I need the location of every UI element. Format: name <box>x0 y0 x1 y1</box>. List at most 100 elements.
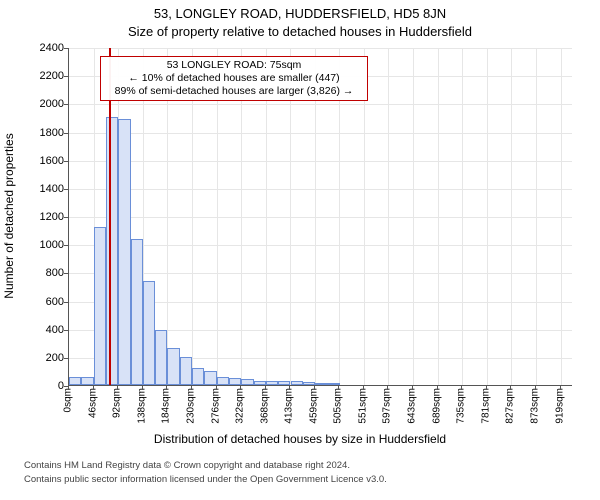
histogram-bar <box>167 348 179 385</box>
x-tick-mark <box>387 386 388 390</box>
gridline-h <box>69 273 572 274</box>
histogram-bar <box>229 378 241 385</box>
x-tick-mark <box>117 386 118 390</box>
gridline-h <box>69 161 572 162</box>
y-tick-mark <box>64 273 68 274</box>
y-tick-mark <box>64 358 68 359</box>
histogram-bar <box>94 227 106 385</box>
x-tick-label: 597sqm <box>382 388 393 424</box>
histogram-bar <box>106 117 118 385</box>
y-tick-label: 2000 <box>24 98 64 110</box>
gridline-v <box>388 48 389 385</box>
x-tick-label: 46sqm <box>87 388 98 418</box>
x-tick-label: 322sqm <box>235 388 246 424</box>
histogram-bar <box>143 281 155 385</box>
y-tick-mark <box>64 161 68 162</box>
y-tick-label: 600 <box>24 296 64 308</box>
x-axis-label: Distribution of detached houses by size … <box>0 432 600 446</box>
y-tick-label: 1000 <box>24 239 64 251</box>
y-tick-mark <box>64 133 68 134</box>
y-tick-label: 800 <box>24 267 64 279</box>
gridline-v <box>413 48 414 385</box>
gridline-v <box>561 48 562 385</box>
histogram-bar <box>155 330 167 385</box>
y-axis-label: Number of detached properties <box>2 133 16 298</box>
annotation-line2: ← 10% of detached houses are smaller (44… <box>107 72 361 85</box>
x-tick-mark <box>338 386 339 390</box>
histogram-bar <box>291 381 303 385</box>
y-tick-mark <box>64 48 68 49</box>
title-address: 53, LONGLEY ROAD, HUDDERSFIELD, HD5 8JN <box>0 6 600 21</box>
y-tick-mark <box>64 104 68 105</box>
x-tick-label: 230sqm <box>186 388 197 424</box>
x-tick-mark <box>486 386 487 390</box>
footer-line2: Contains public sector information licen… <box>24 474 387 485</box>
y-tick-label: 400 <box>24 324 64 336</box>
gridline-h <box>69 48 572 49</box>
histogram-bar <box>192 368 204 385</box>
histogram-bar <box>278 381 290 385</box>
x-tick-mark <box>68 386 69 390</box>
y-tick-mark <box>64 217 68 218</box>
x-tick-label: 643sqm <box>407 388 418 424</box>
x-tick-mark <box>93 386 94 390</box>
x-tick-label: 276sqm <box>210 388 221 424</box>
x-tick-mark <box>560 386 561 390</box>
annotation-box: 53 LONGLEY ROAD: 75sqm ← 10% of detached… <box>100 56 368 101</box>
histogram-bar <box>241 379 253 385</box>
x-tick-mark <box>265 386 266 390</box>
x-tick-label: 689sqm <box>431 388 442 424</box>
x-tick-label: 827sqm <box>505 388 516 424</box>
x-tick-mark <box>437 386 438 390</box>
gridline-v <box>487 48 488 385</box>
histogram-bar <box>217 377 229 385</box>
x-tick-label: 919sqm <box>554 388 565 424</box>
x-tick-label: 138sqm <box>136 388 147 424</box>
y-tick-label: 1400 <box>24 183 64 195</box>
y-tick-label: 2200 <box>24 70 64 82</box>
x-tick-mark <box>240 386 241 390</box>
gridline-v <box>438 48 439 385</box>
y-tick-mark <box>64 189 68 190</box>
x-tick-mark <box>191 386 192 390</box>
x-tick-label: 781sqm <box>480 388 491 424</box>
footer-line1: Contains HM Land Registry data © Crown c… <box>24 460 350 471</box>
gridline-v <box>536 48 537 385</box>
x-tick-mark <box>412 386 413 390</box>
annotation-line1: 53 LONGLEY ROAD: 75sqm <box>107 59 361 72</box>
x-tick-mark <box>142 386 143 390</box>
histogram-bar <box>204 371 216 385</box>
gridline-v <box>462 48 463 385</box>
y-tick-label: 1200 <box>24 211 64 223</box>
x-tick-label: 413sqm <box>283 388 294 424</box>
y-tick-label: 200 <box>24 352 64 364</box>
x-tick-mark <box>461 386 462 390</box>
histogram-bar <box>254 381 266 385</box>
x-tick-label: 459sqm <box>308 388 319 424</box>
histogram-bar <box>131 239 143 385</box>
x-tick-label: 505sqm <box>333 388 344 424</box>
x-tick-mark <box>510 386 511 390</box>
histogram-bar <box>180 357 192 385</box>
annotation-line3: 89% of semi-detached houses are larger (… <box>107 85 361 98</box>
x-tick-mark <box>363 386 364 390</box>
y-tick-mark <box>64 302 68 303</box>
y-tick-mark <box>64 330 68 331</box>
x-tick-mark <box>314 386 315 390</box>
histogram-bar <box>303 382 315 385</box>
x-tick-mark <box>289 386 290 390</box>
histogram-bar <box>118 119 130 385</box>
y-tick-mark <box>64 245 68 246</box>
x-tick-label: 0sqm <box>63 388 74 412</box>
x-tick-mark <box>535 386 536 390</box>
x-tick-label: 184sqm <box>161 388 172 424</box>
gridline-v <box>511 48 512 385</box>
gridline-h <box>69 104 572 105</box>
x-tick-label: 735sqm <box>456 388 467 424</box>
histogram-bar <box>69 377 81 385</box>
x-tick-mark <box>166 386 167 390</box>
gridline-h <box>69 245 572 246</box>
x-tick-label: 92sqm <box>112 388 123 418</box>
chart-container: 53, LONGLEY ROAD, HUDDERSFIELD, HD5 8JN … <box>0 0 600 500</box>
y-tick-label: 0 <box>24 380 64 392</box>
